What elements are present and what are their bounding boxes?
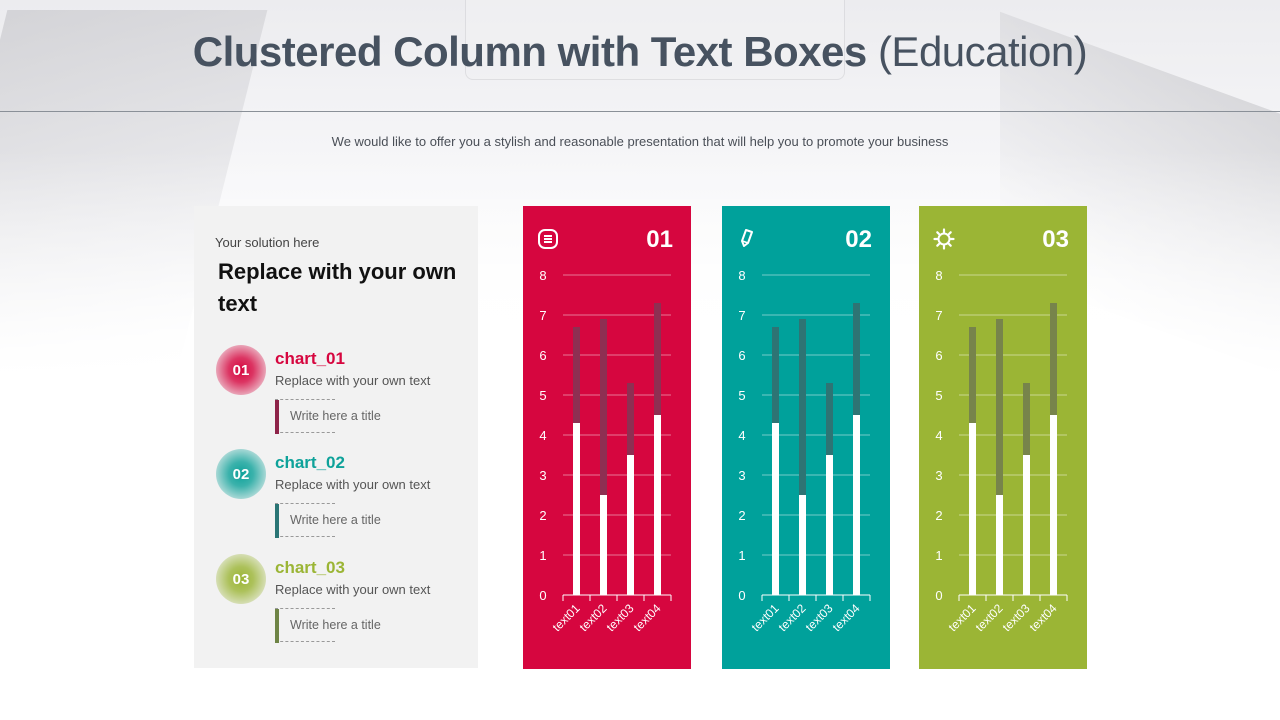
svg-text:0: 0: [935, 588, 942, 603]
text-panel: Your solution here Replace with your own…: [194, 206, 478, 668]
title-textbox[interactable]: Write here a title: [275, 503, 381, 538]
title-textbox[interactable]: Write here a title: [275, 399, 381, 434]
chart-card-03: 0 1 2 3 4 5 6 7 8 text01 text02 text03 text04 03: [919, 206, 1087, 669]
card-number: 01: [646, 226, 673, 253]
textbox-placeholder: Write here a title: [290, 618, 381, 632]
svg-text:text01: text01: [550, 601, 583, 634]
number-badge: 01: [216, 345, 266, 395]
card-number: 03: [1042, 226, 1069, 253]
svg-text:7: 7: [738, 308, 745, 323]
svg-text:text02: text02: [973, 601, 1006, 634]
svg-text:7: 7: [935, 308, 942, 323]
svg-text:1: 1: [539, 548, 546, 563]
textbox-placeholder: Write here a title: [290, 513, 381, 527]
svg-text:8: 8: [738, 268, 745, 283]
svg-text:5: 5: [738, 388, 745, 403]
legend-item-1: 01 chart_01 Replace with your own text W…: [216, 345, 466, 441]
svg-text:4: 4: [539, 428, 546, 443]
subtitle: We would like to offer you a stylish and…: [331, 134, 949, 149]
svg-text:2: 2: [539, 508, 546, 523]
item-title: chart_02: [275, 453, 345, 472]
number-badge: 02: [216, 449, 266, 499]
accent-bar: [275, 504, 279, 538]
svg-text:5: 5: [539, 388, 546, 403]
svg-text:4: 4: [935, 428, 942, 443]
item-title: chart_01: [275, 349, 345, 368]
svg-text:text03: text03: [604, 601, 637, 634]
page-title: Clustered Column with Text Boxes (Educat…: [0, 28, 1280, 76]
title-textbox[interactable]: Write here a title: [275, 608, 381, 643]
svg-text:text03: text03: [1000, 601, 1033, 634]
svg-text:3: 3: [738, 468, 745, 483]
svg-text:text04: text04: [830, 601, 863, 634]
svg-text:1: 1: [935, 548, 942, 563]
title-divider: [0, 111, 1280, 112]
title-light: (Education): [877, 28, 1088, 75]
card-number: 02: [845, 226, 872, 253]
svg-text:6: 6: [935, 348, 942, 363]
svg-text:0: 0: [738, 588, 745, 603]
svg-text:text02: text02: [577, 601, 610, 634]
svg-text:2: 2: [935, 508, 942, 523]
gear-icon: [933, 228, 955, 250]
svg-text:2: 2: [738, 508, 745, 523]
textbox-placeholder: Write here a title: [290, 409, 381, 423]
svg-text:1: 1: [738, 548, 745, 563]
pencil-icon: [736, 228, 758, 250]
svg-text:6: 6: [738, 348, 745, 363]
legend-item-2: 02 chart_02 Replace with your own text W…: [216, 449, 466, 545]
svg-text:7: 7: [539, 308, 546, 323]
number-badge: 03: [216, 554, 266, 604]
panel-heading: Replace with your own text: [218, 259, 457, 316]
svg-text:text03: text03: [803, 601, 836, 634]
accent-bar: [275, 400, 279, 434]
svg-text:8: 8: [935, 268, 942, 283]
svg-text:text01: text01: [749, 601, 782, 634]
svg-text:4: 4: [738, 428, 745, 443]
list-icon: [537, 228, 559, 250]
svg-text:text04: text04: [1027, 601, 1060, 634]
item-title: chart_03: [275, 558, 345, 577]
legend-item-3: 03 chart_03 Replace with your own text W…: [216, 554, 466, 650]
svg-text:text04: text04: [631, 601, 664, 634]
accent-bar: [275, 609, 279, 643]
background-decoration: [465, 0, 845, 80]
svg-text:0: 0: [539, 588, 546, 603]
item-description: Replace with your own text: [275, 582, 431, 597]
svg-text:3: 3: [539, 468, 546, 483]
svg-text:6: 6: [539, 348, 546, 363]
chart-card-02: 0 1 2 3 4 5 6 7 8 text01 text02 text03 text04 02: [722, 206, 890, 669]
panel-kicker: Your solution here: [215, 235, 320, 250]
svg-text:text01: text01: [946, 601, 979, 634]
item-description: Replace with your own text: [275, 373, 431, 388]
chart-card-01: 0 1 2 3 4 5 6 7 8 text01 text02 text03 text04 01: [523, 206, 691, 669]
svg-text:8: 8: [539, 268, 546, 283]
svg-text:5: 5: [935, 388, 942, 403]
svg-text:3: 3: [935, 468, 942, 483]
svg-text:text02: text02: [776, 601, 809, 634]
item-description: Replace with your own text: [275, 477, 431, 492]
title-bold: Clustered Column with Text Boxes: [192, 28, 868, 75]
